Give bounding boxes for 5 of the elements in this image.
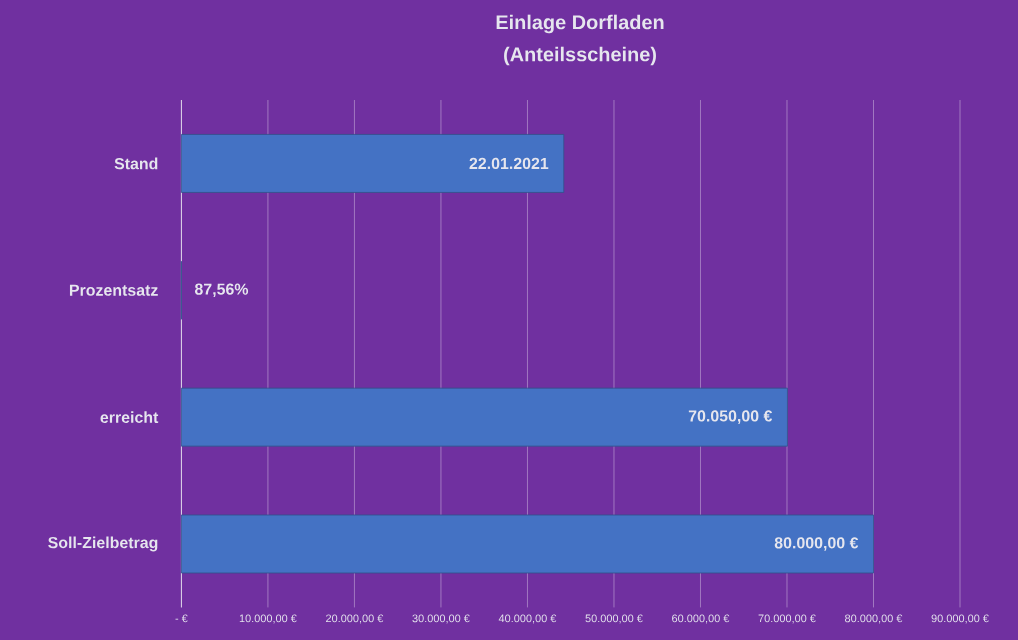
chart-subtitle: (Anteilsscheine) bbox=[504, 46, 656, 66]
bar bbox=[181, 387, 788, 447]
chart-title: Einlage Dorfladen bbox=[496, 14, 664, 34]
bar bbox=[181, 514, 874, 574]
bar bbox=[181, 134, 565, 193]
